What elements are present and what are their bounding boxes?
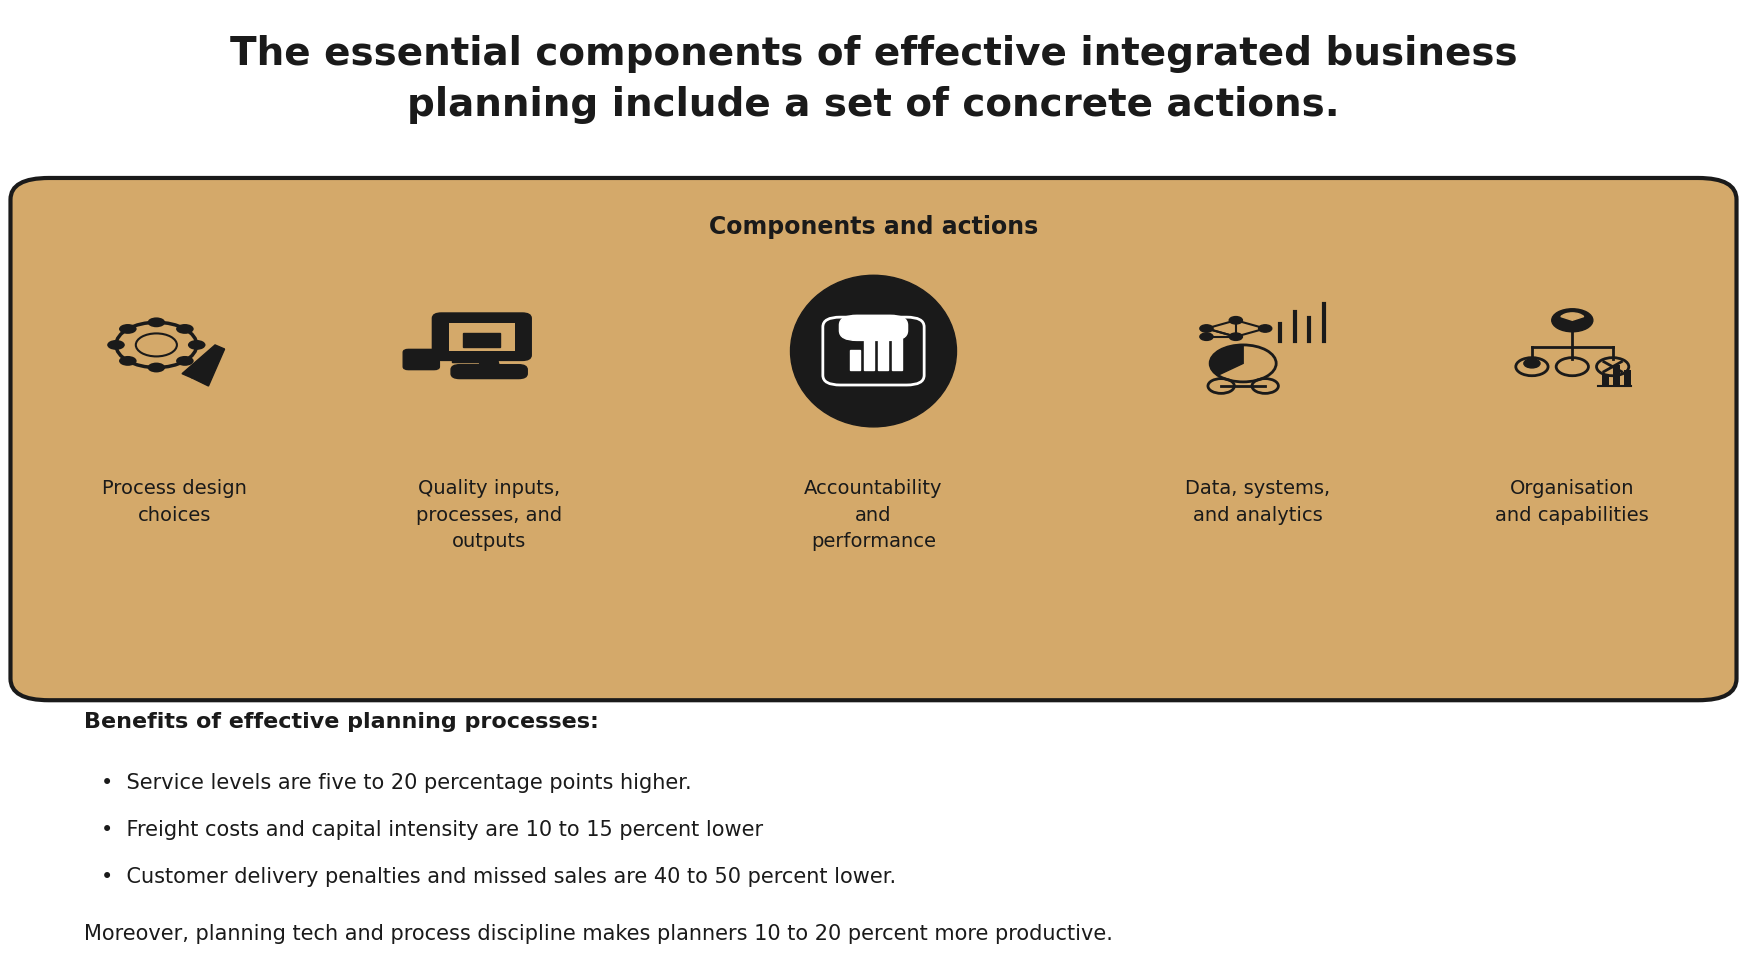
Circle shape [1230,334,1242,341]
Bar [1623,370,1632,387]
FancyBboxPatch shape [10,179,1737,701]
Circle shape [189,341,206,351]
Polygon shape [192,350,225,387]
FancyBboxPatch shape [463,333,500,348]
Polygon shape [182,346,225,378]
Circle shape [107,341,124,351]
Bar [851,350,860,370]
Circle shape [119,357,136,366]
Text: Components and actions: Components and actions [709,215,1038,238]
Text: The essential components of effective integrated business: The essential components of effective in… [229,35,1518,72]
Text: planning include a set of concrete actions.: planning include a set of concrete actio… [407,86,1340,123]
FancyBboxPatch shape [839,316,907,341]
Circle shape [1523,360,1541,368]
Text: •  Service levels are five to 20 percentage points higher.: • Service levels are five to 20 percenta… [101,772,692,791]
Text: Benefits of effective planning processes:: Benefits of effective planning processes… [84,711,599,731]
Text: Organisation
and capabilities: Organisation and capabilities [1495,479,1649,525]
Bar [865,333,874,370]
Bar [893,323,901,370]
Bar [879,340,887,370]
FancyBboxPatch shape [433,314,531,361]
FancyBboxPatch shape [404,350,440,370]
Circle shape [147,319,166,328]
Circle shape [176,357,194,366]
Wedge shape [1211,346,1244,376]
Circle shape [1258,325,1272,333]
Text: Data, systems,
and analytics: Data, systems, and analytics [1184,479,1331,525]
Bar [1602,374,1609,387]
Text: Process design
choices: Process design choices [103,479,246,525]
Circle shape [1551,310,1593,332]
Bar [1612,366,1619,387]
Text: Accountability
and
performance: Accountability and performance [804,479,943,551]
FancyBboxPatch shape [451,365,528,379]
Circle shape [1200,334,1212,341]
Circle shape [176,324,194,334]
Circle shape [147,363,166,373]
Circle shape [119,324,136,334]
Circle shape [1230,318,1242,324]
FancyArrow shape [452,357,496,365]
Ellipse shape [790,276,956,428]
Text: •  Freight costs and capital intensity are 10 to 15 percent lower: • Freight costs and capital intensity ar… [101,819,763,838]
FancyBboxPatch shape [449,323,515,352]
Polygon shape [479,356,500,370]
Text: Moreover, planning tech and process discipline makes planners 10 to 20 percent m: Moreover, planning tech and process disc… [84,923,1113,943]
Wedge shape [1560,314,1585,321]
Text: •  Customer delivery penalties and missed sales are 40 to 50 percent lower.: • Customer delivery penalties and missed… [101,866,896,885]
Text: Quality inputs,
processes, and
outputs: Quality inputs, processes, and outputs [416,479,563,551]
Circle shape [1200,325,1212,333]
